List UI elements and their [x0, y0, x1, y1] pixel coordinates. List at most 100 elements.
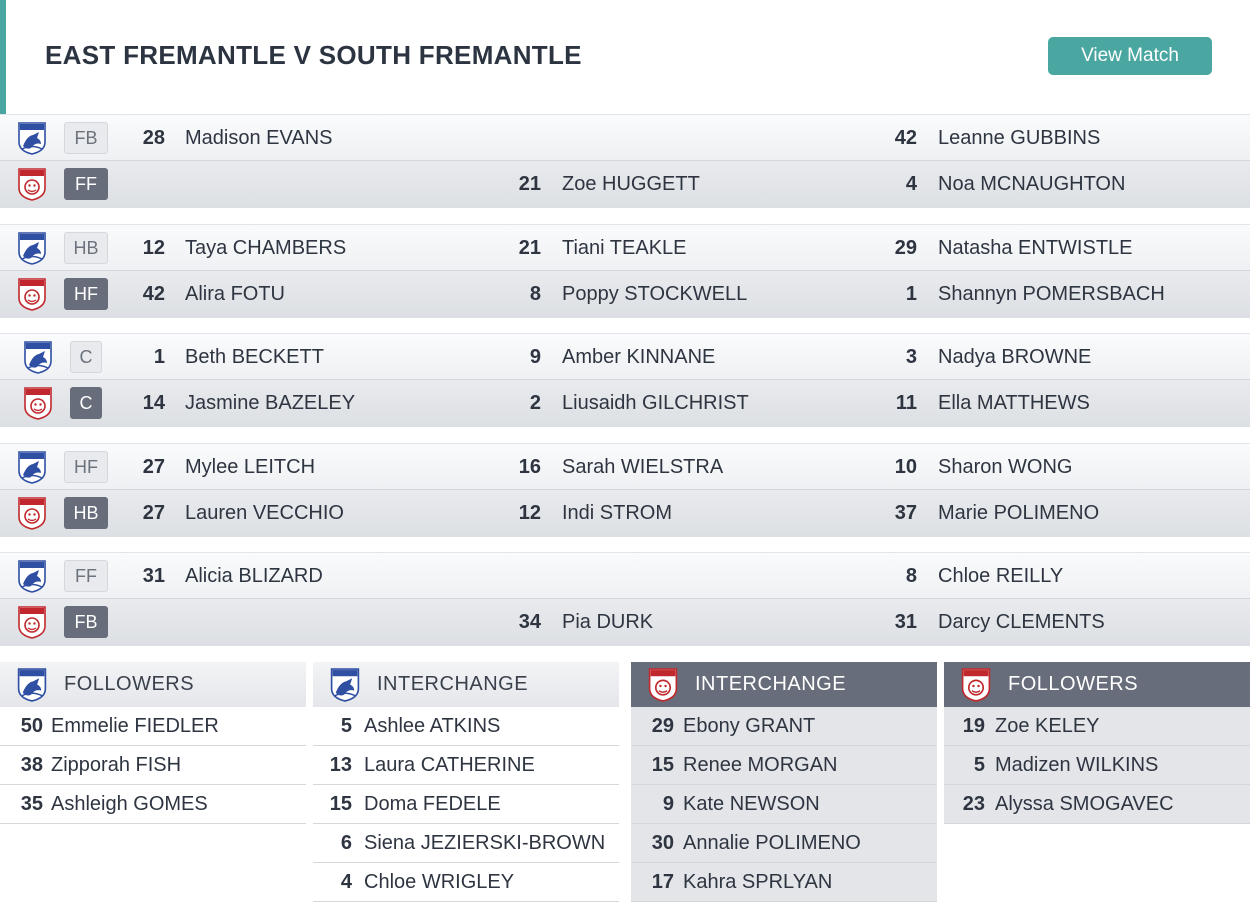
- player-number: 6: [340, 832, 352, 854]
- player-number: 9: [662, 793, 674, 815]
- player-number: 8: [529, 283, 541, 305]
- panel-header: FOLLOWERS: [0, 662, 306, 707]
- position-line: HB 12 Taya CHAMBERS 21 Tiani TEAKLE 29 Natasha…: [0, 224, 1250, 318]
- player-name[interactable]: Leanne GUBBINS: [938, 127, 1101, 149]
- player-number: 27: [142, 456, 165, 478]
- player-name[interactable]: Pia DURK: [562, 611, 654, 633]
- player-number: 28: [142, 127, 165, 149]
- away-position-row: HB 27 Lauren VECCHIO 12 Indi STROM 37 Marie PO…: [0, 489, 1250, 537]
- player-number: 4: [340, 871, 352, 893]
- position-line: HF 27 Mylee LEITCH 16 Sarah WIELSTRA 10 Sharon…: [0, 443, 1250, 537]
- player-name[interactable]: Ashleigh GOMES: [51, 793, 208, 815]
- bench-panel: INTERCHANGE 5 Ashlee ATKINS 13 Laura CATHERI…: [313, 662, 619, 902]
- player-number: 15: [651, 754, 674, 776]
- player-name[interactable]: Liusaidh GILCHRIST: [562, 392, 749, 414]
- player-number: [117, 161, 165, 207]
- player-number: 19: [962, 715, 985, 737]
- bench-player-row: 50 Emmelie FIEDLER: [0, 707, 306, 746]
- player-name[interactable]: Natasha ENTWISTLE: [938, 237, 1133, 259]
- player-name[interactable]: Zoe HUGGETT: [562, 173, 700, 195]
- away-team-logo-icon: [960, 668, 992, 702]
- player-number: 1: [153, 346, 165, 368]
- player-name[interactable]: Kahra SPRLYAN: [683, 871, 833, 893]
- player-name[interactable]: Madizen WILKINS: [995, 754, 1159, 776]
- match-header: EAST FREMANTLE V SOUTH FREMANTLE View Ma…: [0, 0, 1250, 114]
- home-team-logo-icon: [17, 122, 47, 155]
- position-badge: FF: [64, 168, 108, 200]
- player-name[interactable]: Emmelie FIEDLER: [51, 715, 219, 737]
- player-name[interactable]: Alyssa SMOGAVEC: [995, 793, 1174, 815]
- home-team-logo-icon: [17, 451, 47, 484]
- player-name[interactable]: Beth BECKETT: [185, 346, 324, 368]
- player-number: [493, 115, 541, 161]
- player-name[interactable]: Sharon WONG: [938, 456, 1073, 478]
- player-name[interactable]: Mylee LEITCH: [185, 456, 316, 478]
- player-name[interactable]: Lauren VECCHIO: [185, 502, 344, 524]
- player-number: 31: [142, 565, 165, 587]
- player-name[interactable]: Sarah WIELSTRA: [562, 456, 724, 478]
- player-name[interactable]: Siena JEZIERSKI-BROWN: [364, 832, 606, 854]
- player-name[interactable]: Jasmine BAZELEY: [185, 392, 356, 414]
- player-name[interactable]: Chloe WRIGLEY: [364, 871, 515, 893]
- player-name[interactable]: Shannyn POMERSBACH: [938, 283, 1165, 305]
- bench-player-row: 5 Madizen WILKINS: [944, 746, 1250, 785]
- player-name[interactable]: Zoe KELEY: [995, 715, 1100, 737]
- panel-title: INTERCHANGE: [695, 673, 847, 695]
- player-name[interactable]: Alira FOTU: [185, 283, 285, 305]
- player-name[interactable]: Doma FEDELE: [364, 793, 501, 815]
- player-number: 5: [973, 754, 985, 776]
- home-position-row: HF 27 Mylee LEITCH 16 Sarah WIELSTRA 10 Sharon…: [0, 443, 1250, 490]
- player-name[interactable]: Tiani TEAKLE: [562, 237, 687, 259]
- player-number: 9: [529, 346, 541, 368]
- position-badge: FB: [64, 606, 108, 638]
- bench-player-row: 15 Doma FEDELE: [313, 785, 619, 824]
- player-name[interactable]: Noa MCNAUGHTON: [938, 173, 1126, 195]
- position-badge: C: [70, 341, 102, 373]
- player-name[interactable]: Marie POLIMENO: [938, 502, 1100, 524]
- panel-header: INTERCHANGE: [313, 662, 619, 707]
- bench-player-row: 17 Kahra SPRLYAN: [631, 863, 937, 902]
- player-name[interactable]: Amber KINNANE: [562, 346, 716, 368]
- bench-player-row: 23 Alyssa SMOGAVEC: [944, 785, 1250, 824]
- player-name[interactable]: Madison EVANS: [185, 127, 333, 149]
- player-number: 29: [894, 237, 917, 259]
- player-number: 38: [20, 754, 43, 776]
- player-name[interactable]: Darcy CLEMENTS: [938, 611, 1105, 633]
- bench-panel: FOLLOWERS 50 Emmelie FIEDLER 38 Zipporah FIS…: [0, 662, 306, 824]
- view-match-button[interactable]: View Match: [1048, 37, 1212, 75]
- bench-player-row: 38 Zipporah FISH: [0, 746, 306, 785]
- player-name[interactable]: Renee MORGAN: [683, 754, 838, 776]
- home-team-logo-icon: [23, 341, 53, 374]
- bench-panel: FOLLOWERS 19 Zoe KELEY 5 Madizen WILKINS 23 Al…: [944, 662, 1250, 824]
- player-number: 17: [651, 871, 674, 893]
- player-name[interactable]: Nadya BROWNE: [938, 346, 1092, 368]
- player-number: 14: [142, 392, 165, 414]
- player-name[interactable]: Indi STROM: [562, 502, 673, 524]
- player-number: 35: [20, 793, 43, 815]
- player-number: 29: [651, 715, 674, 737]
- player-name[interactable]: Poppy STOCKWELL: [562, 283, 748, 305]
- player-name[interactable]: Alicia BLIZARD: [185, 565, 323, 587]
- away-position-row: HF 42 Alira FOTU 8 Poppy STOCKWELL 1 Shannyn P…: [0, 270, 1250, 318]
- position-line: C 1 Beth BECKETT 9 Amber KINNANE 3 Nadya BROWN…: [0, 333, 1250, 427]
- position-badge: FB: [64, 122, 108, 154]
- player-name[interactable]: Chloe REILLY: [938, 565, 1064, 587]
- player-number: 16: [518, 456, 541, 478]
- player-number: 8: [905, 565, 917, 587]
- panel-header: FOLLOWERS: [944, 662, 1250, 707]
- away-team-logo-icon: [647, 668, 679, 702]
- player-number: [117, 599, 165, 645]
- player-name[interactable]: Zipporah FISH: [51, 754, 182, 776]
- player-number: 37: [894, 502, 917, 524]
- player-name[interactable]: Ella MATTHEWS: [938, 392, 1090, 414]
- player-name[interactable]: Annalie POLIMENO: [683, 832, 861, 854]
- player-number: 21: [518, 173, 541, 195]
- player-name[interactable]: Kate NEWSON: [683, 793, 820, 815]
- panel-title: FOLLOWERS: [1008, 673, 1139, 695]
- player-name[interactable]: Ashlee ATKINS: [364, 715, 501, 737]
- player-name[interactable]: Taya CHAMBERS: [185, 237, 347, 259]
- player-name[interactable]: Laura CATHERINE: [364, 754, 535, 776]
- player-number: 1: [905, 283, 917, 305]
- player-number: 30: [651, 832, 674, 854]
- player-name[interactable]: Ebony GRANT: [683, 715, 816, 737]
